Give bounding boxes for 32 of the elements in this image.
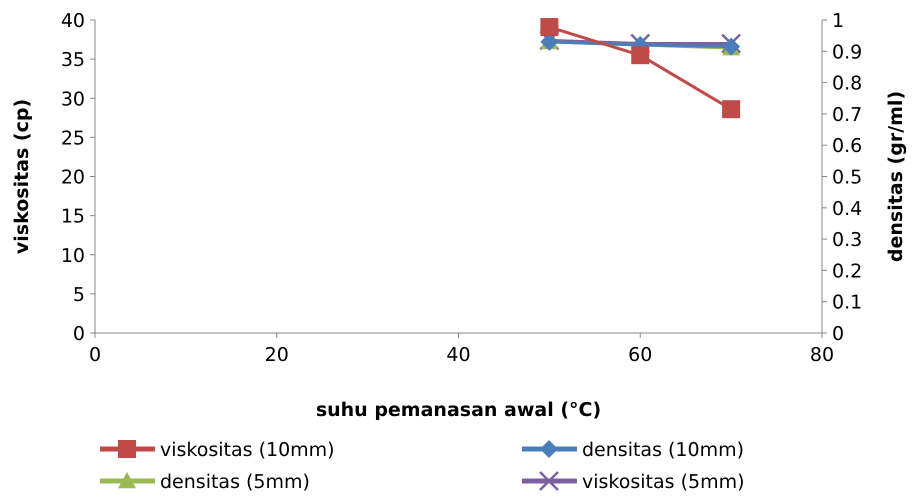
- y-tick-label: 15: [60, 206, 85, 228]
- legend-label: densitas (5mm): [160, 471, 310, 493]
- y-tick-label: 0: [72, 323, 85, 345]
- legend-label: viskositas (10mm): [160, 439, 335, 461]
- x-tick-label: 40: [446, 344, 471, 366]
- y2-tick-label: 0.4: [832, 198, 862, 220]
- y2-tick-label: 0.3: [832, 229, 862, 252]
- y-tick-label: 35: [60, 49, 85, 72]
- y2-tick-label: 0.6: [832, 135, 862, 158]
- y-tick-label: 10: [60, 244, 85, 267]
- y2-tick-label: 1: [832, 10, 844, 32]
- legend-label: densitas (10mm): [582, 439, 744, 461]
- y-tick-label: 40: [60, 10, 85, 32]
- y-axis-title: viskositas (cp): [11, 98, 33, 254]
- x-tick-label: 80: [810, 344, 834, 366]
- y-tick-label: 20: [60, 166, 85, 188]
- x-tick-label: 0: [88, 344, 102, 366]
- y2-tick-label: 0.8: [832, 72, 862, 95]
- y2-tick-label: 0.9: [832, 41, 862, 64]
- legend-label: viskositas (5mm): [582, 471, 745, 493]
- x-tick-label: 20: [264, 344, 289, 366]
- y-tick-label: 5: [72, 284, 85, 306]
- y2-tick-label: 0.2: [832, 260, 862, 282]
- y-tick-label: 30: [60, 88, 85, 110]
- x-tick-label: 60: [628, 344, 652, 366]
- y2-tick-label: 0.5: [832, 166, 862, 188]
- y2-axis-title: densitas (gr/ml): [885, 90, 907, 262]
- x-axis-title: suhu pemanasan awal (°C): [316, 399, 602, 421]
- y2-tick-label: 0.7: [832, 104, 862, 126]
- y-tick-label: 25: [60, 127, 85, 150]
- y2-tick-label: 0: [832, 323, 844, 345]
- y2-tick-label: 0.1: [832, 292, 862, 314]
